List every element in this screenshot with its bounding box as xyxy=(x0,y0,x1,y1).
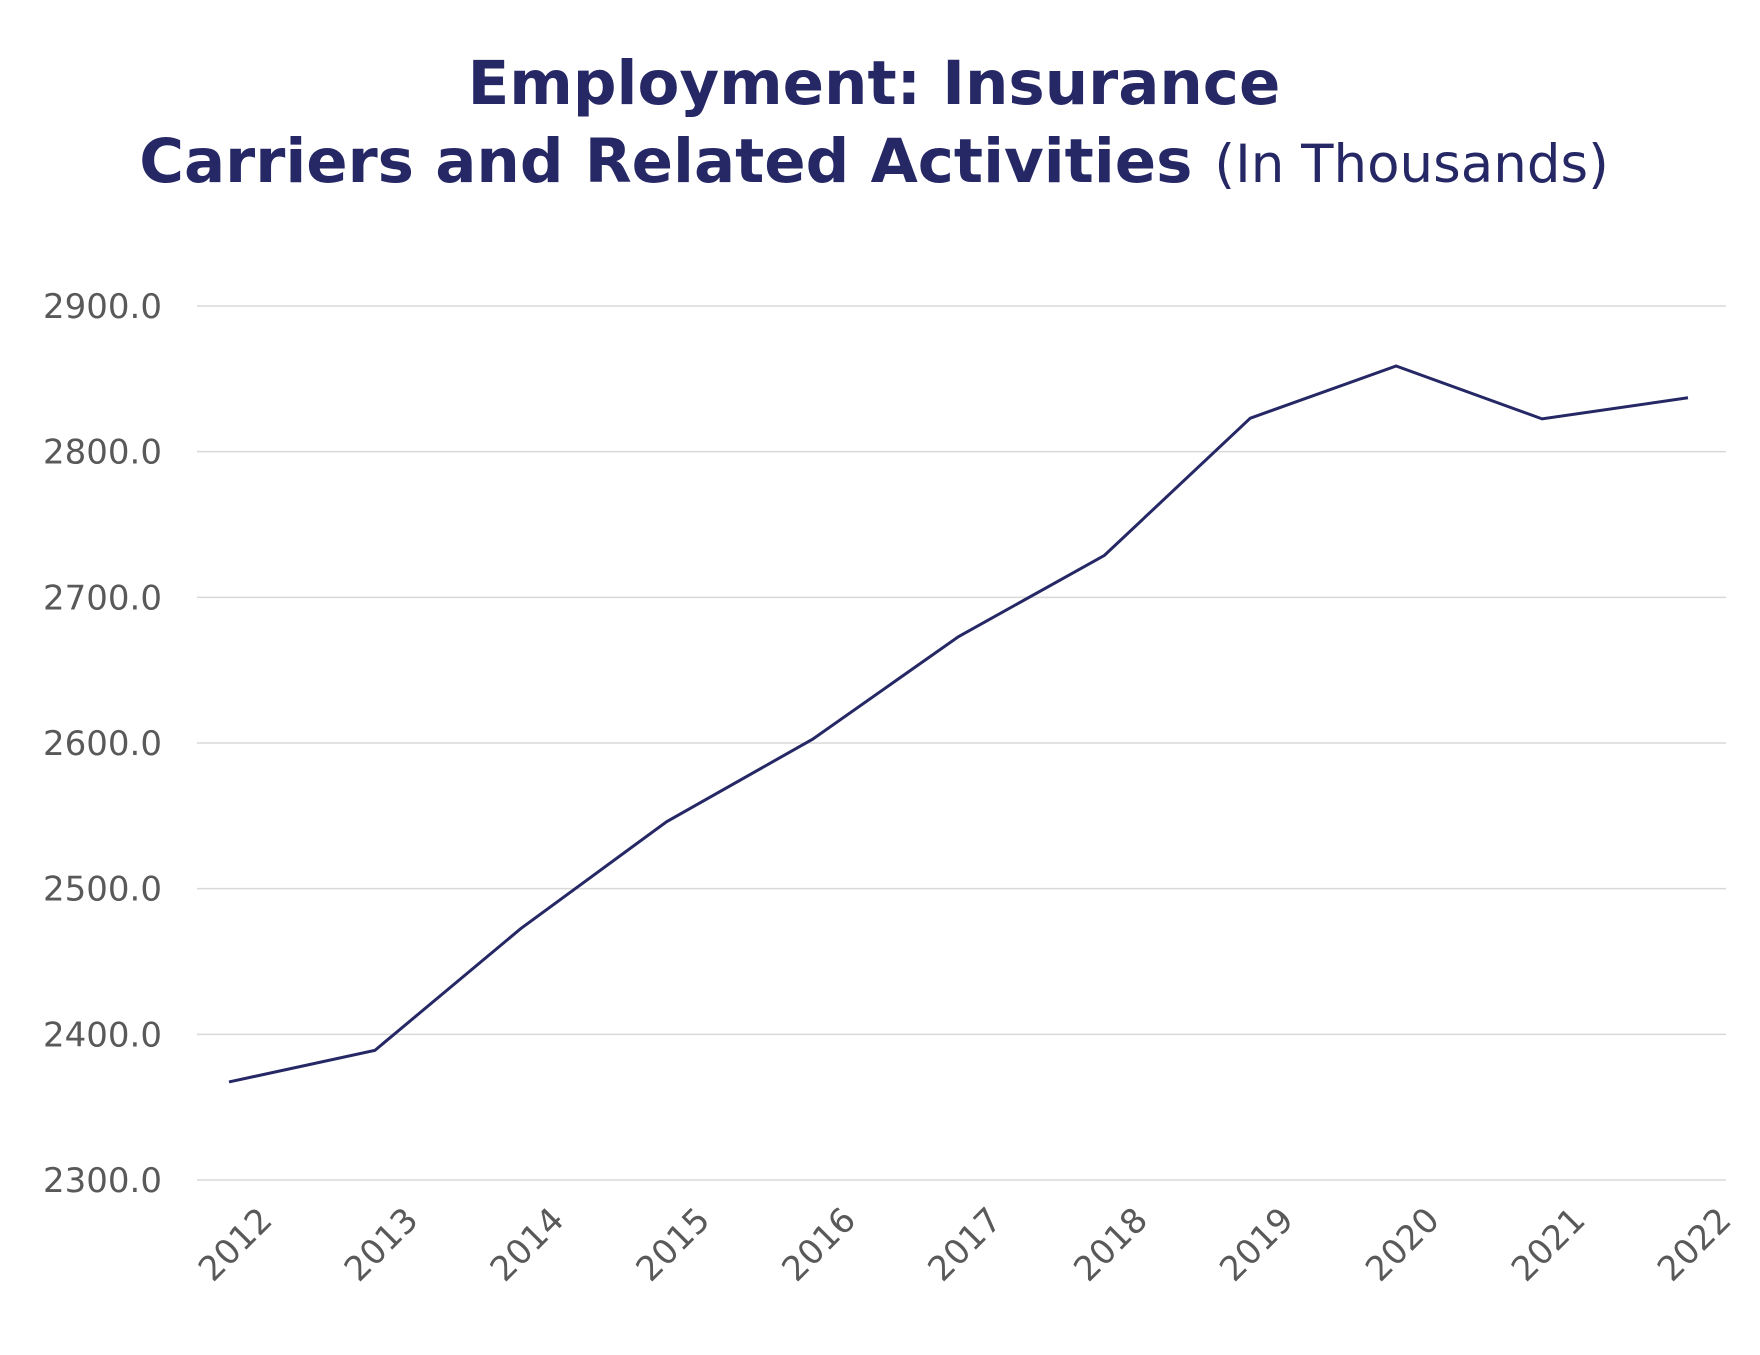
x-tick-label: 2021 xyxy=(1504,1200,1593,1289)
x-tick-label: 2022 xyxy=(1650,1200,1739,1289)
y-tick-label: 2600.0 xyxy=(43,724,162,764)
x-tick-label: 2014 xyxy=(483,1200,572,1289)
x-tick-label: 2020 xyxy=(1358,1200,1447,1289)
chart-title: Carriers and Related Activities xyxy=(139,126,1192,197)
title-line: Carriers and Related Activities (In Thous… xyxy=(139,126,1609,197)
x-tick-label: 2015 xyxy=(629,1200,718,1289)
y-tick-label: 2500.0 xyxy=(43,870,162,910)
y-tick-label: 2800.0 xyxy=(43,433,162,473)
x-tick-label: 2018 xyxy=(1066,1200,1155,1289)
x-tick-label: 2013 xyxy=(337,1200,426,1289)
y-tick-label: 2400.0 xyxy=(43,1015,162,1055)
x-tick-label: 2016 xyxy=(774,1200,863,1289)
x-tick-label: 2017 xyxy=(920,1200,1009,1289)
x-tick-label: 2012 xyxy=(191,1200,280,1289)
y-tick-label: 2300.0 xyxy=(43,1161,162,1201)
y-tick-label: 2900.0 xyxy=(43,287,162,327)
chart-title: Employment: Insurance xyxy=(468,48,1281,119)
x-tick-label: 2019 xyxy=(1212,1200,1301,1289)
chart-subtitle: (In Thousands) xyxy=(1214,134,1608,195)
line-series xyxy=(228,364,1689,1084)
y-tick-label: 2700.0 xyxy=(43,578,162,618)
